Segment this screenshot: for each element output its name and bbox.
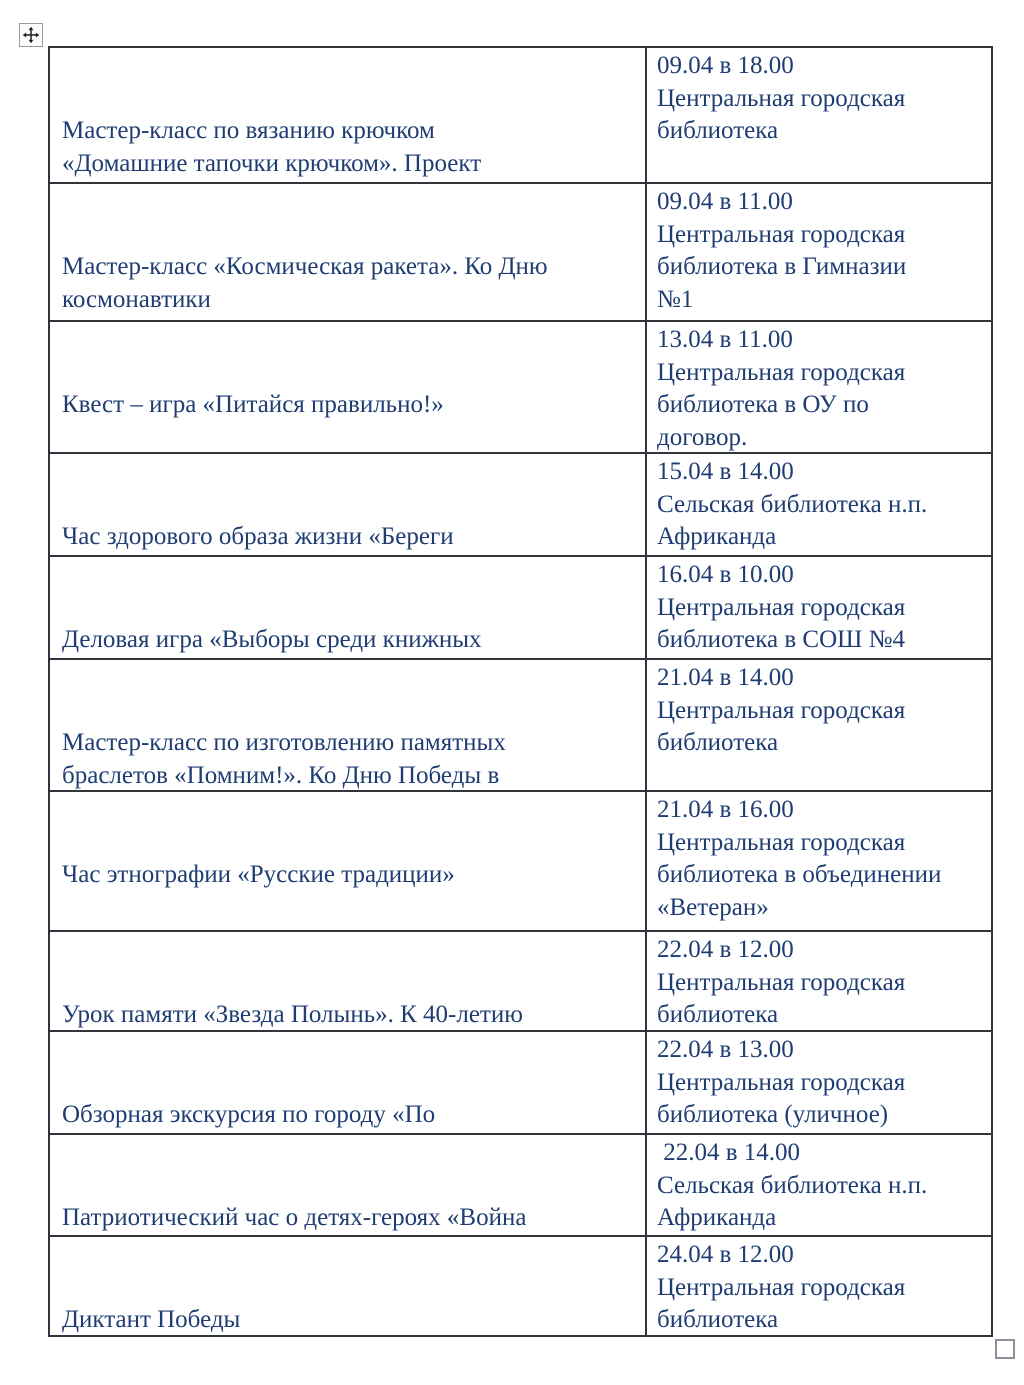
schedule-cell[interactable]: 24.04 в 12.00 Центральная городская библ… <box>657 1241 906 1333</box>
table-row: Мастер-класс по изготовлению памятных бр… <box>50 660 991 792</box>
event-title: Час этнографии «Русские традиции» <box>62 861 455 888</box>
table-row: Час здорового образа жизни «Береги здоро… <box>50 454 991 557</box>
event-cell[interactable]: Квест – игра «Питайся правильно!» 6+ <box>50 322 647 452</box>
event-cell[interactable]: Час этнографии «Русские традиции» 18+ <box>50 792 647 930</box>
event-title-text: Мастер-класс по изготовлению памятных бр… <box>62 729 506 789</box>
event-cell[interactable]: Диктант Победы 12+ <box>50 1237 647 1335</box>
schedule-cell[interactable]: 21.04 в 14.00 Центральная городская библ… <box>657 664 906 756</box>
event-cell[interactable]: Час здорового образа жизни «Береги здоро… <box>50 454 647 555</box>
event-title: Мастер-класс по изготовлению памятных бр… <box>62 727 635 790</box>
table-row: Квест – игра «Питайся правильно!» 6+ 13.… <box>50 322 991 454</box>
schedule-cell[interactable]: 22.04 в 14.00 Сельская библиотека н.п. А… <box>657 1139 928 1231</box>
schedule-cell[interactable]: 22.04 в 12.00 Центральная городская библ… <box>657 936 906 1028</box>
table-row: Мастер-класс по вязанию крючком «Домашни… <box>50 48 991 184</box>
schedule-cell[interactable]: 16.04 в 10.00 Центральная городская библ… <box>657 561 906 653</box>
table-move-handle[interactable] <box>19 23 43 47</box>
event-cell[interactable]: Обзорная экскурсия по городу «По страниц… <box>50 1032 647 1133</box>
table-move-icon <box>22 26 40 44</box>
event-cell[interactable]: Деловая игра «Выборы среди книжных полок… <box>50 557 647 658</box>
event-cell[interactable]: Мастер-класс по изготовлению памятных бр… <box>50 660 647 790</box>
schedule-cell[interactable]: 21.04 в 16.00 Центральная городская библ… <box>657 796 942 921</box>
table-row: Деловая игра «Выборы среди книжных полок… <box>50 557 991 660</box>
event-title: Патриотический час о детях-героях «Война… <box>62 1204 527 1231</box>
schedule-cell[interactable]: 13.04 в 11.00 Центральная городская библ… <box>657 326 906 451</box>
event-cell[interactable]: Патриотический час о детях-героях «Война… <box>50 1135 647 1235</box>
event-title: Урок памяти «Звезда Полынь». К 40-летию … <box>62 1001 523 1028</box>
event-title: Обзорная экскурсия по городу «По страниц… <box>62 1101 436 1128</box>
table-row: Патриотический час о детях-героях «Война… <box>50 1135 991 1237</box>
event-cell[interactable]: Мастер-класс по вязанию крючком «Домашни… <box>50 48 647 182</box>
schedule-cell[interactable]: 09.04 в 11.00 Центральная городская библ… <box>657 188 907 313</box>
table-row: Диктант Победы 12+ 24.04 в 12.00 Централ… <box>50 1237 991 1335</box>
table-row: Обзорная экскурсия по городу «По страниц… <box>50 1032 991 1135</box>
event-title: Диктант Победы <box>62 1306 241 1333</box>
schedule-cell[interactable]: 15.04 в 14.00 Сельская библиотека н.п. А… <box>657 458 928 550</box>
schedule-cell[interactable]: 22.04 в 13.00 Центральная городская библ… <box>657 1036 906 1128</box>
event-title: Мастер-класс по вязанию крючком «Домашни… <box>62 117 482 177</box>
table-row: Час этнографии «Русские традиции» 18+ 21… <box>50 792 991 932</box>
event-title: Деловая игра «Выборы среди книжных полок… <box>62 626 482 653</box>
table-row: Мастер-класс «Космическая ракета». Ко Дн… <box>50 184 991 322</box>
table-resize-handle[interactable] <box>995 1339 1015 1359</box>
table-row: Урок памяти «Звезда Полынь». К 40-летию … <box>50 932 991 1032</box>
event-title: Час здорового образа жизни «Береги здоро… <box>62 523 454 550</box>
event-title: Мастер-класс «Космическая ракета». Ко Дн… <box>62 253 548 313</box>
event-cell[interactable]: Мастер-класс «Космическая ракета». Ко Дн… <box>50 184 647 320</box>
event-cell[interactable]: Урок памяти «Звезда Полынь». К 40-летию … <box>50 932 647 1030</box>
events-table: Мастер-класс по вязанию крючком «Домашни… <box>48 46 993 1337</box>
schedule-cell[interactable]: 09.04 в 18.00 Центральная городская библ… <box>657 52 906 144</box>
event-title: Квест – игра «Питайся правильно!» <box>62 391 444 418</box>
